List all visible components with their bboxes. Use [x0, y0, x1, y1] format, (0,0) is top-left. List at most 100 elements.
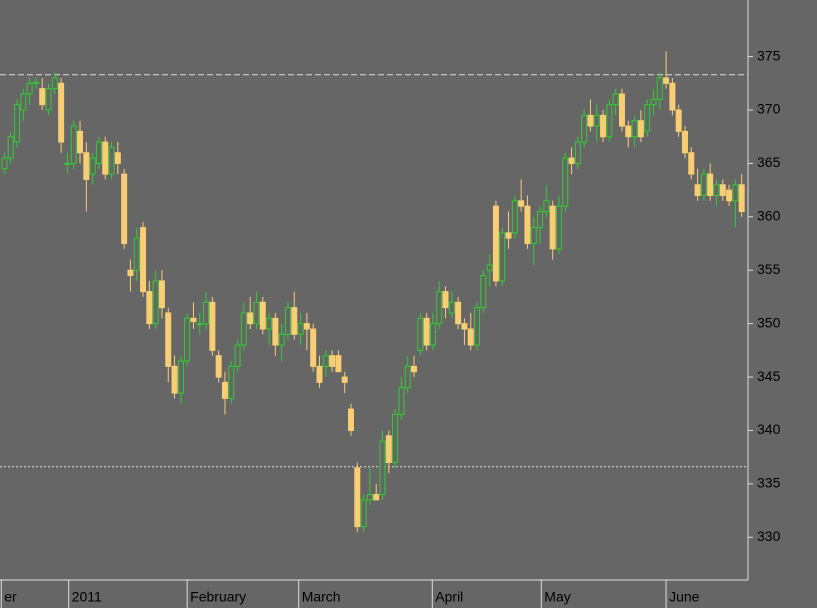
candle-body — [354, 467, 361, 528]
candle-body — [461, 323, 468, 330]
candle-body — [625, 125, 632, 138]
candle-body — [95, 141, 102, 164]
candle-body — [530, 227, 537, 245]
candle-body — [228, 365, 235, 399]
candle-body — [688, 152, 695, 175]
y-tick-label: 370 — [757, 101, 781, 117]
candle-body — [177, 360, 184, 394]
candle-body — [20, 93, 27, 111]
y-tick-label: 355 — [757, 261, 781, 277]
candle-body — [574, 141, 581, 164]
candle-body — [171, 365, 178, 394]
candle-body — [32, 81, 39, 84]
x-tick-label: May — [544, 589, 570, 605]
candle-body — [297, 323, 304, 335]
candle-body — [114, 152, 121, 164]
candle-body — [1, 157, 8, 170]
candle-body — [593, 114, 600, 127]
candle-body — [618, 93, 625, 127]
candle-body — [77, 130, 84, 154]
candle-body — [417, 317, 424, 351]
candle-body — [436, 291, 443, 325]
x-tick-label: 2011 — [72, 589, 102, 605]
candle-body — [266, 317, 273, 330]
candle-body — [707, 173, 714, 196]
candle-body — [455, 301, 462, 325]
candle-body — [518, 200, 525, 207]
candle-body — [51, 77, 58, 90]
x-tick-label: March — [302, 589, 341, 605]
candle-body — [637, 120, 644, 138]
candle-body — [600, 114, 607, 138]
candle-body — [631, 120, 638, 138]
candle-body — [196, 323, 203, 326]
candle-body — [64, 162, 71, 165]
candle-body — [259, 301, 266, 330]
candle-body — [681, 130, 688, 154]
candle-body — [316, 365, 323, 383]
candle-body — [158, 280, 165, 309]
x-tick-label: June — [669, 589, 700, 605]
candle-body — [329, 355, 336, 367]
candle-body — [335, 355, 342, 373]
candle-body — [587, 114, 594, 127]
y-tick-label: 350 — [757, 314, 781, 330]
candle-body — [385, 435, 392, 464]
x-tick-label: er — [4, 589, 17, 605]
y-tick-label: 330 — [757, 528, 781, 544]
candle-body — [373, 494, 380, 501]
candle-body — [675, 109, 682, 132]
candle-body — [398, 387, 405, 415]
candle-body — [39, 88, 46, 106]
candle-body — [568, 157, 575, 164]
candle-body — [656, 77, 663, 100]
candle-body — [58, 82, 65, 143]
candle-body — [423, 317, 430, 346]
candle-body — [474, 307, 481, 346]
candle-body — [612, 93, 619, 106]
candle-body — [83, 152, 90, 180]
candle-body — [240, 312, 247, 346]
candle-body — [713, 184, 720, 196]
candle-body — [291, 307, 298, 335]
y-tick-label: 365 — [757, 154, 781, 170]
candle-body — [121, 173, 128, 245]
candle-body — [669, 82, 676, 111]
candle-body — [26, 82, 33, 95]
candle-body — [644, 104, 651, 132]
candle-body — [726, 189, 733, 202]
candle-body — [606, 104, 613, 138]
x-tick-label: April — [435, 589, 463, 605]
candle-body — [209, 301, 216, 351]
candle-body — [14, 104, 21, 143]
candle-body — [524, 205, 531, 245]
y-tick-label: 340 — [757, 421, 781, 437]
candle-body — [247, 312, 254, 325]
candle-body — [303, 323, 310, 330]
candle-body — [366, 494, 373, 501]
candle-body — [165, 312, 172, 367]
y-tick-label: 360 — [757, 208, 781, 224]
candle-body — [429, 323, 436, 346]
candle-body — [581, 114, 588, 143]
candle-body — [234, 344, 241, 367]
candle-body — [278, 333, 285, 346]
candle-body — [108, 146, 115, 175]
candle-body — [284, 307, 291, 335]
candle-body — [133, 237, 140, 271]
candle-body — [190, 317, 197, 323]
candle-body — [341, 376, 348, 383]
candle-body — [555, 205, 562, 250]
candle-body — [140, 227, 147, 293]
candle-body — [411, 365, 418, 373]
candle-body — [102, 141, 109, 175]
candle-body — [719, 184, 726, 196]
candle-body — [511, 200, 518, 234]
candle-body — [543, 200, 550, 212]
candle-body — [70, 125, 77, 164]
candle-body — [505, 232, 512, 239]
candle-body — [549, 205, 556, 250]
candle-body — [360, 499, 367, 528]
candle-body — [392, 413, 399, 464]
